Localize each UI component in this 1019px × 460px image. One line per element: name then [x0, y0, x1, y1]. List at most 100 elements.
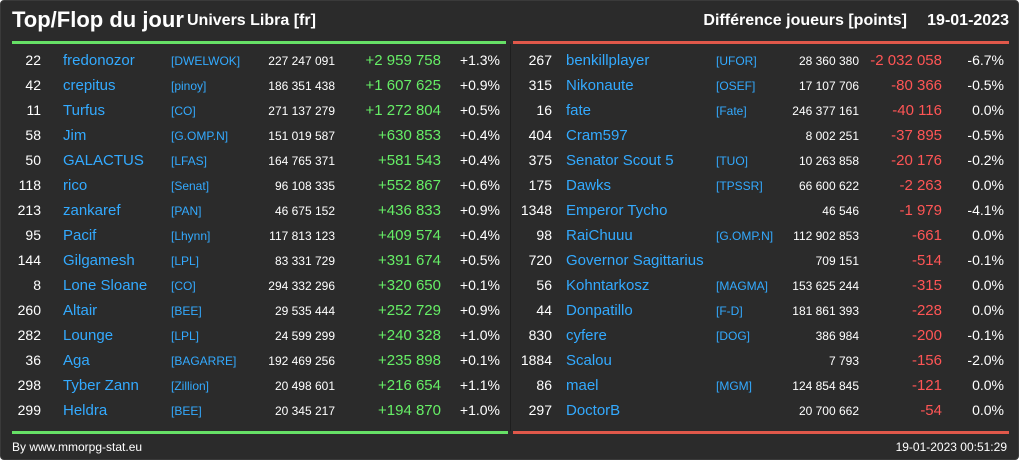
- percent-change: -0.2%: [967, 152, 1004, 168]
- player-name-link[interactable]: GALACTUS: [63, 152, 144, 169]
- alliance-link[interactable]: [BEE]: [171, 404, 202, 418]
- player-row: 175 Dawks [TPSSR] 66 600 622 -2 263 0.0%: [512, 173, 1018, 198]
- date-label: 19-01-2023: [927, 12, 1009, 29]
- percent-change: -4.1%: [967, 202, 1004, 218]
- alliance-link[interactable]: [F-D]: [716, 304, 743, 318]
- player-name-link[interactable]: Tyber Zann: [63, 377, 139, 394]
- player-points: 124 854 845: [792, 379, 859, 393]
- player-name-link[interactable]: Gilgamesh: [63, 252, 135, 269]
- alliance-link[interactable]: [Zillion]: [171, 379, 210, 393]
- page-title: Top/Flop du jour: [12, 7, 184, 32]
- player-name-link[interactable]: Pacif: [63, 227, 97, 244]
- player-name-link[interactable]: Turfus: [63, 102, 105, 119]
- player-row: 36 Aga [BAGARRE] 192 469 256 +235 898 +0.1%: [1, 348, 509, 373]
- player-name-link[interactable]: Donpatillo: [566, 302, 633, 319]
- player-name-link[interactable]: Nikonaute: [566, 77, 634, 94]
- player-points: 164 765 371: [268, 154, 335, 168]
- alliance-link[interactable]: [BEE]: [171, 304, 202, 318]
- player-row: 830 cyfere [DOG] 386 984 -200 -0.1%: [512, 323, 1018, 348]
- alliance-link[interactable]: [DOG]: [716, 329, 751, 343]
- player-points: 24 599 299: [274, 329, 335, 343]
- percent-change: +0.6%: [459, 177, 500, 193]
- percent-change: -0.5%: [967, 127, 1004, 143]
- player-rank: 118: [18, 177, 41, 193]
- percent-change: +0.4%: [459, 227, 500, 243]
- player-rank: 375: [528, 152, 552, 168]
- points-difference: -80 366: [891, 77, 942, 94]
- alliance-link[interactable]: [MGM]: [716, 379, 752, 393]
- player-name-link[interactable]: Altair: [63, 302, 98, 319]
- points-difference: -37 895: [891, 127, 942, 144]
- player-name-link[interactable]: benkillplayer: [566, 52, 650, 69]
- header: Top/Flop du jour Univers Libra [fr] Diff…: [1, 1, 1018, 41]
- points-difference: +1 272 804: [365, 102, 442, 119]
- player-points: 20 345 217: [274, 404, 335, 418]
- player-name-link[interactable]: Governor Sagittarius: [566, 252, 704, 269]
- alliance-link[interactable]: [CO]: [171, 104, 196, 118]
- player-name-link[interactable]: Kohntarkosz: [566, 277, 650, 294]
- player-name-link[interactable]: fate: [566, 102, 592, 119]
- alliance-link[interactable]: [PAN]: [171, 204, 202, 218]
- alliance-link[interactable]: [MAGMA]: [716, 279, 769, 293]
- player-name-link[interactable]: DoctorB: [566, 402, 621, 419]
- player-name-link[interactable]: Scalou: [566, 352, 612, 369]
- percent-change: +1.1%: [459, 377, 500, 393]
- player-name-link[interactable]: crepitus: [63, 77, 116, 94]
- player-row: 299 Heldra [BEE] 20 345 217 +194 870 +1.0%: [1, 398, 509, 423]
- alliance-link[interactable]: [pinoy]: [171, 79, 207, 93]
- flop-players-list: 267 benkillplayer [UFOR] 28 360 380 -2 032 0…: [512, 48, 1018, 423]
- player-name-link[interactable]: Senator Scout 5: [566, 152, 674, 169]
- alliance-link[interactable]: [TPSSR]: [716, 179, 763, 193]
- alliance-link[interactable]: [G.OMP.N]: [171, 129, 229, 143]
- alliance-link[interactable]: [UFOR]: [716, 54, 757, 68]
- points-difference: +252 729: [378, 302, 441, 319]
- player-name-link[interactable]: RaiChuuu: [566, 227, 633, 244]
- player-name-link[interactable]: mael: [566, 377, 599, 394]
- alliance-link[interactable]: [Lhynn]: [171, 229, 211, 243]
- alliance-link[interactable]: [LPL]: [171, 254, 200, 268]
- player-points: 46 546: [822, 204, 859, 218]
- alliance-link[interactable]: [CO]: [171, 279, 196, 293]
- alliance-link[interactable]: [OSEF]: [716, 79, 756, 93]
- player-row: 282 Lounge [LPL] 24 599 299 +240 328 +1.0%: [1, 323, 509, 348]
- player-points: 20 498 601: [274, 379, 335, 393]
- points-difference: +391 674: [378, 252, 441, 269]
- alliance-link[interactable]: [Senat]: [171, 179, 210, 193]
- player-name-link[interactable]: Dawks: [566, 177, 612, 194]
- alliance-link[interactable]: [LPL]: [171, 329, 200, 343]
- alliance-link[interactable]: [BAGARRE]: [171, 354, 237, 368]
- player-rank: 213: [17, 202, 41, 218]
- alliance-link[interactable]: [G.OMP.N]: [716, 229, 774, 243]
- player-name-link[interactable]: cyfere: [566, 327, 607, 344]
- player-row: 50 GALACTUS [LFAS] 164 765 371 +581 543 +0.4%: [1, 148, 509, 173]
- player-points: 28 360 380: [798, 54, 859, 68]
- player-row: 118 rico [Senat] 96 108 335 +552 867 +0.6%: [1, 173, 509, 198]
- percent-change: -0.1%: [967, 327, 1004, 343]
- top-players-list: 22 fredonozor [DWELWOK] 227 247 091 +2 959 7…: [1, 48, 509, 423]
- player-name-link[interactable]: Jim: [63, 127, 87, 144]
- top-divider-bar: [12, 41, 506, 44]
- player-name-link[interactable]: rico: [63, 177, 88, 194]
- points-difference: +194 870: [378, 402, 441, 419]
- player-rank: 98: [536, 227, 552, 243]
- player-name-link[interactable]: Heldra: [63, 402, 108, 419]
- player-name-link[interactable]: Emperor Tycho: [566, 202, 668, 219]
- player-rank: 16: [536, 102, 552, 118]
- percent-change: 0.0%: [972, 227, 1004, 243]
- player-row: 44 Donpatillo [F-D] 181 861 393 -228 0.0%: [512, 298, 1018, 323]
- player-row: 95 Pacif [Lhynn] 117 813 123 +409 574 +0.4%: [1, 223, 509, 248]
- alliance-link[interactable]: [LFAS]: [171, 154, 208, 168]
- alliance-link[interactable]: [Fate]: [716, 104, 747, 118]
- points-difference: -1 979: [899, 202, 942, 219]
- player-name-link[interactable]: Lounge: [63, 327, 114, 344]
- alliance-link[interactable]: [DWELWOK]: [171, 54, 241, 68]
- player-name-link[interactable]: Aga: [63, 352, 90, 369]
- player-name-link[interactable]: zankaref: [63, 202, 121, 219]
- player-points: 709 151: [815, 254, 859, 268]
- player-name-link[interactable]: fredonozor: [63, 52, 135, 69]
- alliance-link[interactable]: [TUO]: [716, 154, 748, 168]
- player-rank: 830: [528, 327, 552, 343]
- player-name-link[interactable]: Lone Sloane: [63, 277, 148, 294]
- player-name-link[interactable]: Cram597: [566, 127, 628, 144]
- player-rank: 86: [536, 377, 552, 393]
